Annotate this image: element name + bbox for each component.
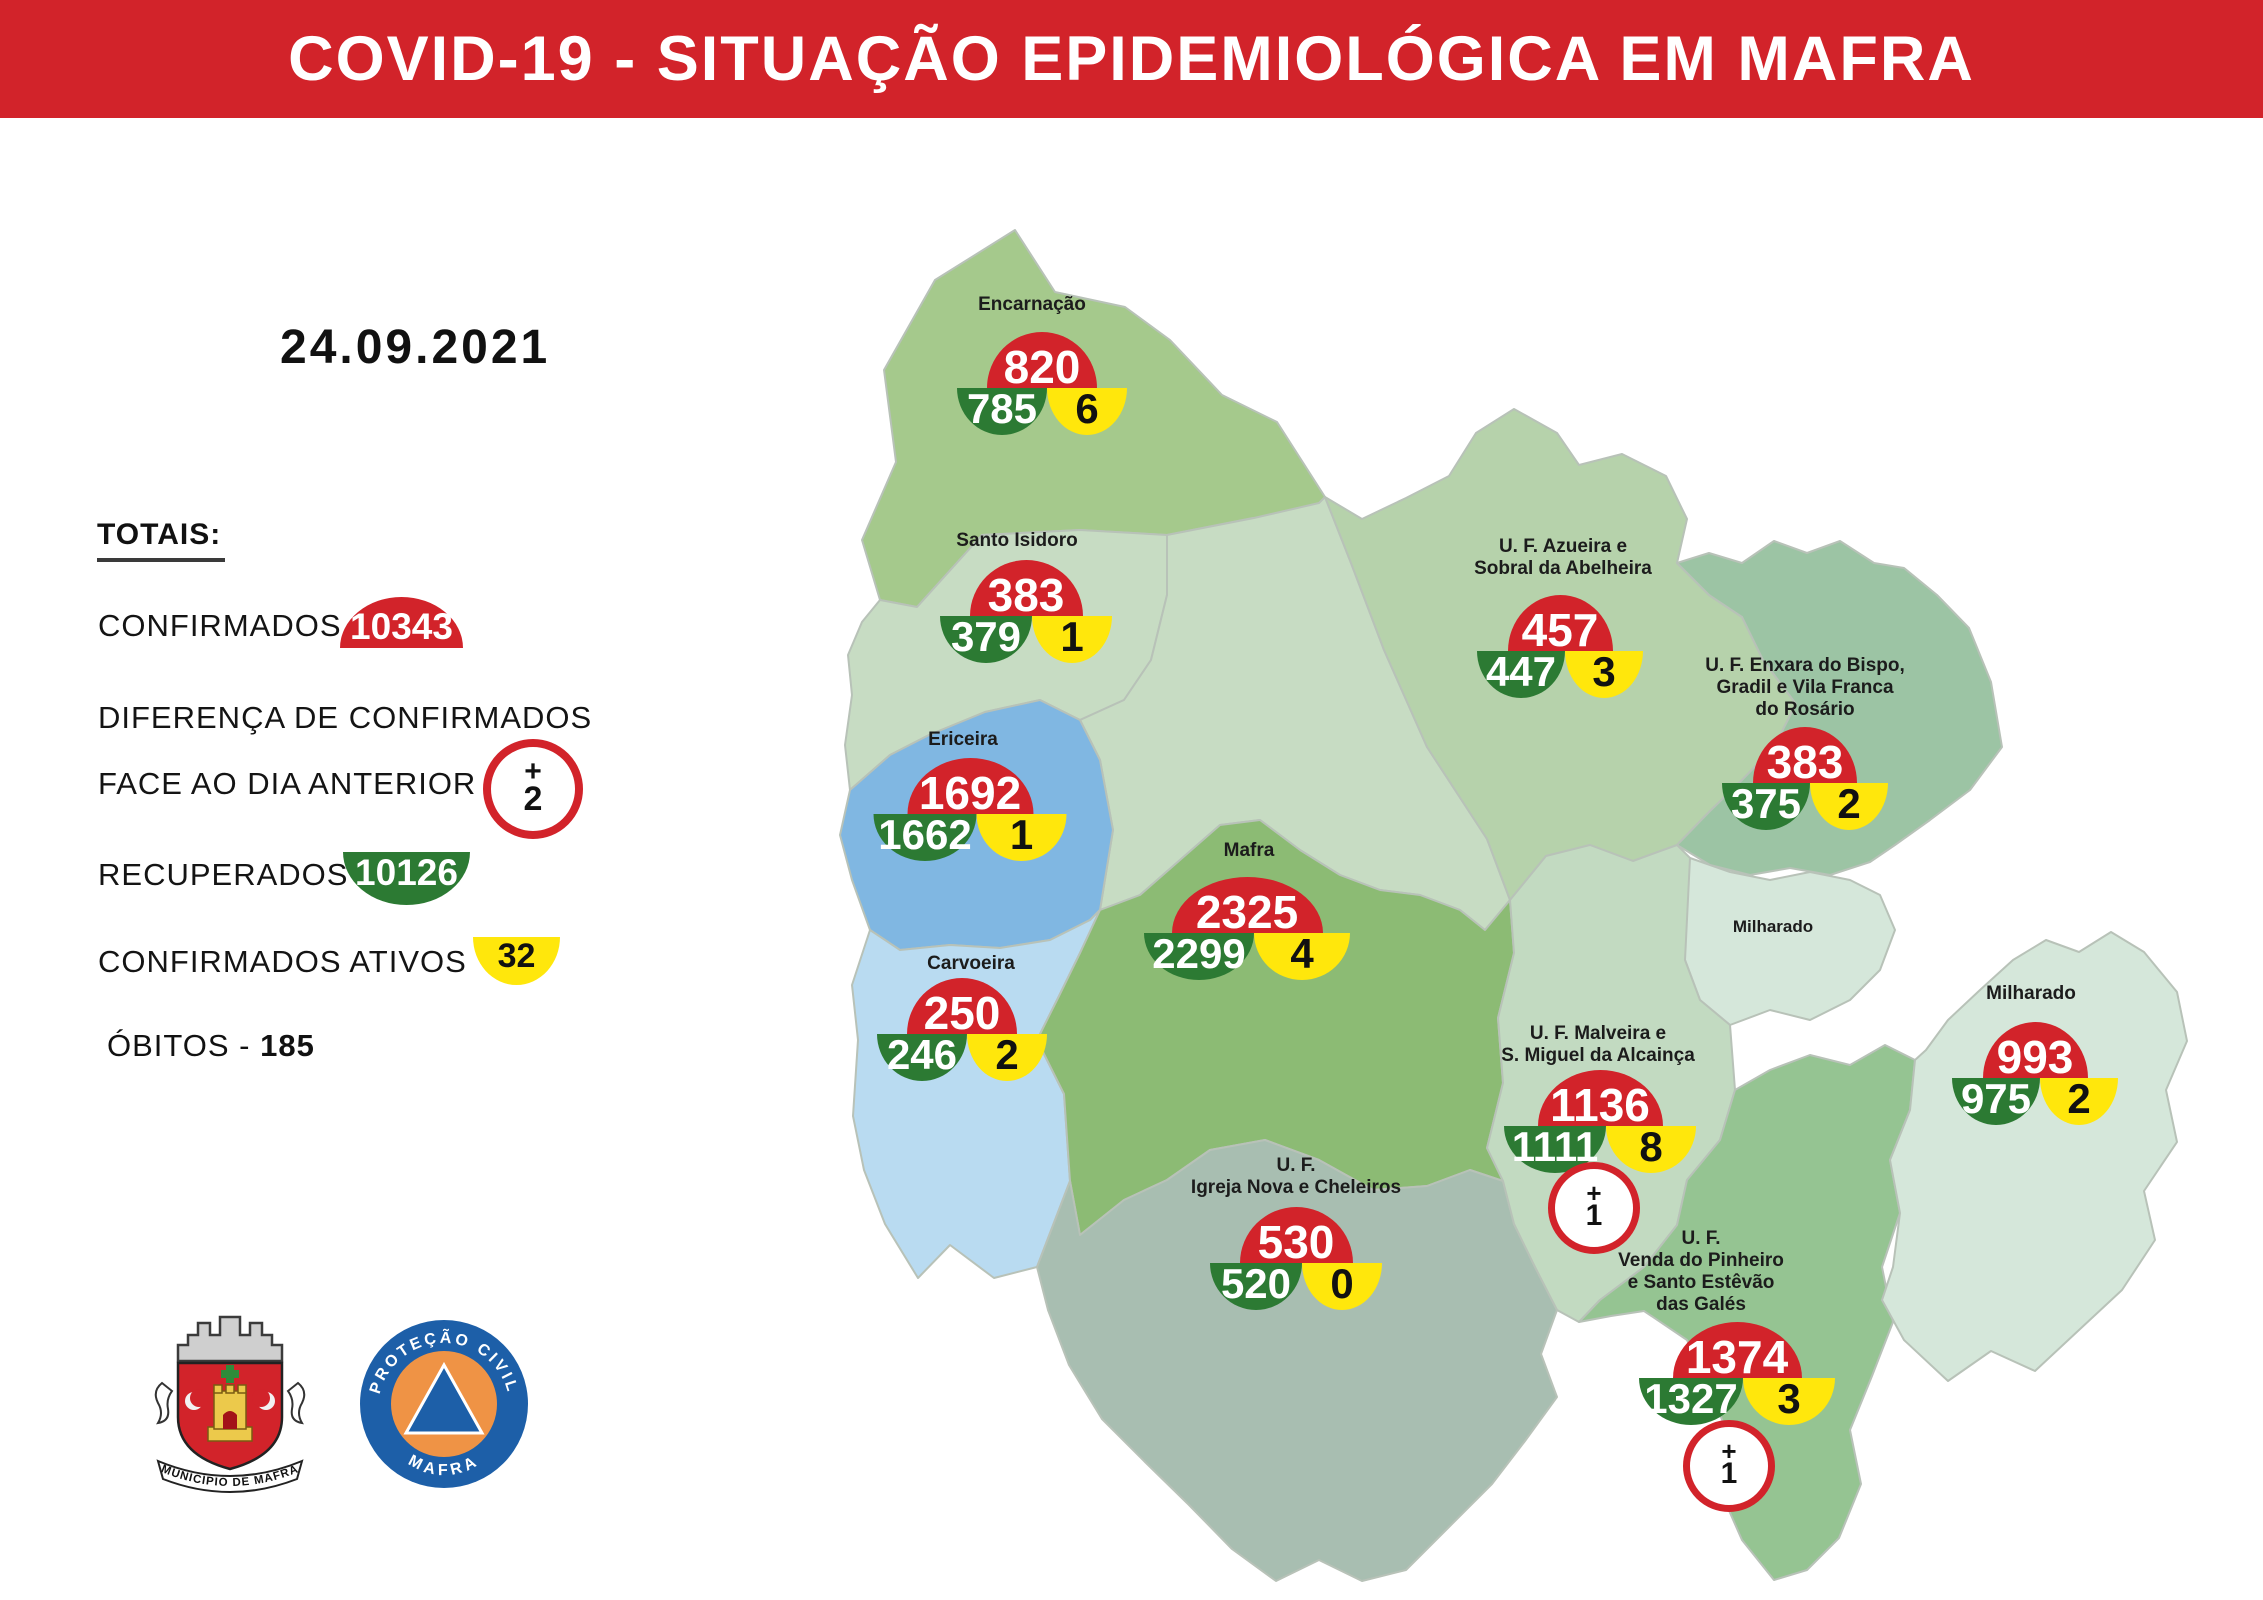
active-badge: 6	[1047, 388, 1127, 435]
region-label-carvoeira: Carvoeira	[927, 953, 1015, 974]
deaths-value: 185	[260, 1028, 315, 1063]
recovered-badge: 1111	[1504, 1126, 1606, 1173]
recovered-total-label: RECUPERADOS	[98, 857, 349, 892]
recovered-badge: 785	[957, 388, 1047, 435]
recovered-badge: 379	[940, 616, 1032, 663]
active-badge: 2	[2040, 1078, 2118, 1125]
confirmed-badge: 1136	[1537, 1070, 1663, 1128]
confirmed-badge: 993	[1982, 1022, 2088, 1080]
totals-heading: TOTAIS:	[97, 518, 226, 562]
civil-protection-triangle-icon	[403, 1361, 485, 1435]
deaths-delta-badge-venda-pinheiro: + 1	[1683, 1420, 1775, 1512]
confirmed-total-badge: 10343	[340, 597, 463, 648]
scroll-right-icon	[286, 1381, 306, 1425]
region-label-milharado: Milharado	[1986, 983, 2076, 1004]
deaths-line: ÓBITOS - 185	[107, 1028, 315, 1064]
active-badge: 0	[1302, 1263, 1382, 1310]
deaths-label: ÓBITOS -	[107, 1028, 251, 1063]
region-label-malveira: U. F. Malveira e S. Miguel da Alcainça	[1501, 1023, 1695, 1066]
region-label-enxara: U. F. Enxara do Bispo, Gradil e Vila Fra…	[1705, 655, 1905, 720]
region-label-igreja-nova: U. F. Igreja Nova e Cheleiros	[1190, 1155, 1402, 1198]
difference-label-line2: FACE AO DIA ANTERIOR	[98, 766, 477, 801]
recovered-total-value: 10126	[355, 852, 458, 893]
region-shape-milharado	[1881, 931, 2188, 1382]
region-badges-carvoeira: 250 246 2	[877, 978, 1047, 1081]
confirmed-badge: 1374	[1672, 1322, 1802, 1380]
region-badges-santo-isidoro: 383 379 1	[940, 560, 1112, 663]
region-badges-milharado: 993 975 2	[1952, 1022, 2118, 1125]
confirmed-total-label: CONFIRMADOS	[98, 608, 342, 643]
region-label-ericeira: Ericeira	[928, 729, 998, 750]
confirmed-badge: 383	[1753, 727, 1857, 785]
scroll-left-icon	[154, 1381, 174, 1425]
recovered-badge: 375	[1722, 783, 1810, 830]
region-label-santo-isidoro: Santo Isidoro	[956, 530, 1078, 551]
region-label-mafra: Mafra	[1223, 840, 1275, 861]
confirmed-badge: 383	[969, 560, 1083, 618]
header-bar: COVID-19 - SITUAÇÃO EPIDEMIOLÓGICA EM MA…	[0, 0, 2263, 118]
municipio-de-mafra-coat-of-arms: MUNICÍPIO DE MAFRA	[154, 1315, 306, 1493]
recovered-badge: 1327	[1639, 1378, 1743, 1425]
region-label-venda-pinheiro: U. F. Venda do Pinheiro e Santo Estêvão …	[1618, 1228, 1784, 1315]
region-label-azueira-sobral: U. F. Azueira e Sobral da Abelheira	[1474, 536, 1652, 579]
deaths-delta-badge-malveira: + 1	[1548, 1162, 1640, 1254]
difference-circle-badge: + 2	[483, 739, 583, 839]
confirmed-badge: 250	[907, 978, 1017, 1036]
active-badge: 1	[1032, 616, 1112, 663]
region-badges-mafra: 2325 2299 4	[1144, 877, 1350, 980]
confirmed-badge: 820	[987, 332, 1097, 390]
region-label-encarnacao: Encarnação	[978, 294, 1086, 315]
confirmed-badge: 2325	[1171, 877, 1323, 935]
recovered-badge: 2299	[1144, 933, 1254, 980]
region-badges-malveira: 1136 1111 8	[1504, 1070, 1696, 1173]
region-shape-milharado-exclave	[1679, 857, 1896, 1026]
confirmed-badge: 1692	[907, 758, 1033, 816]
mural-crown-icon	[176, 1315, 284, 1363]
region-badges-encarnacao: 820 785 6	[957, 332, 1127, 435]
tower-door-icon	[223, 1411, 237, 1429]
region-badges-azueira-sobral: 457 447 3	[1477, 595, 1643, 698]
active-badge: 1	[976, 814, 1067, 861]
recovered-badge: 1662	[873, 814, 977, 861]
active-badge: 2	[967, 1034, 1047, 1081]
active-badge: 2	[1810, 783, 1888, 830]
report-date: 24.09.2021	[280, 321, 551, 374]
recovered-badge: 447	[1477, 651, 1565, 698]
region-badges-enxara: 383 375 2	[1722, 727, 1888, 830]
active-badge: 3	[1743, 1378, 1835, 1425]
active-badge: 3	[1565, 651, 1643, 698]
active-badge: 8	[1606, 1126, 1696, 1173]
region-badges-igreja-nova: 530 520 0	[1210, 1207, 1382, 1310]
protecao-civil-mafra-logo: PROTEÇÃO CIVIL MAFRA	[360, 1320, 528, 1488]
active-total-value: 32	[497, 937, 536, 975]
banner-ribbon-icon	[156, 1459, 304, 1493]
difference-label-line1: DIFERENÇA DE CONFIRMADOS	[98, 700, 593, 735]
difference-plus-sign: +	[524, 755, 542, 789]
confirmed-badge: 457	[1507, 595, 1613, 653]
active-badge: 4	[1254, 933, 1350, 980]
region-badges-venda-pinheiro: 1374 1327 3	[1639, 1322, 1835, 1425]
recovered-badge: 975	[1952, 1078, 2040, 1125]
confirmed-badge: 530	[1239, 1207, 1353, 1265]
recovered-badge: 520	[1210, 1263, 1302, 1310]
confirmed-total-value: 10343	[350, 606, 453, 647]
region-shape-igreja-nova-cheleiros	[1036, 1139, 1558, 1582]
difference-value: 2	[523, 779, 543, 818]
recovered-badge: 246	[877, 1034, 967, 1081]
region-label-milharado-exclave: Milharado	[1732, 917, 1814, 936]
page-title: COVID-19 - SITUAÇÃO EPIDEMIOLÓGICA EM MA…	[288, 24, 1975, 94]
active-total-label: CONFIRMADOS ATIVOS	[98, 944, 467, 979]
region-badges-ericeira: 1692 1662 1	[873, 758, 1067, 861]
